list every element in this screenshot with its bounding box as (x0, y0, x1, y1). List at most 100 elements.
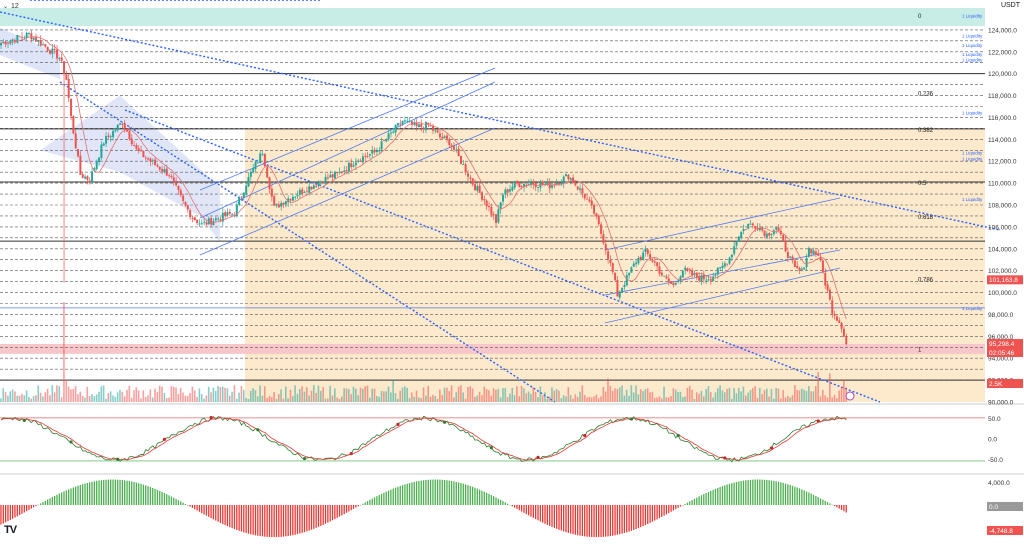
candle-body (182, 195, 185, 201)
candle-body (298, 189, 301, 195)
price-axis-label: 122,000.0 (988, 49, 1017, 56)
interval-selector[interactable]: ⌄ 12 (0, 0, 19, 12)
candle-body (686, 268, 689, 271)
oscillator-k-line (0, 415, 847, 463)
candle-body (130, 138, 133, 145)
oscillator-cross-dot (769, 446, 774, 450)
volume-bar (541, 395, 544, 402)
candle-body (380, 141, 383, 150)
histogram-bar (7, 505, 9, 522)
volume-bar (98, 391, 100, 402)
tradingview-logo-icon[interactable]: TV (4, 524, 17, 536)
histogram-bar (777, 481, 780, 505)
volume-bar (658, 396, 661, 402)
volume-layer (0, 302, 847, 402)
candle-body (179, 190, 182, 196)
liquidity-label: 1 Liquidity (962, 43, 983, 48)
histogram-bar (373, 497, 376, 505)
histogram-bar (268, 505, 271, 538)
price-axis-label: 112,000.0 (988, 159, 1017, 166)
candle-body (114, 129, 117, 131)
candle-body (651, 259, 654, 262)
candle-body (268, 177, 271, 190)
candle-body (537, 187, 540, 188)
histogram-bar (189, 505, 191, 507)
candle-body (32, 37, 35, 40)
histogram-bar (362, 503, 364, 505)
volume-bar (380, 390, 383, 402)
volume-bar (49, 395, 51, 402)
volume-bar (205, 395, 208, 402)
volume-bar (399, 390, 401, 402)
volume-bar (291, 396, 294, 402)
histogram-bar (322, 505, 324, 525)
candle-body (333, 171, 336, 179)
oscillator-cross-dot (116, 457, 120, 461)
candle-body (464, 164, 467, 173)
volume-bar (754, 386, 756, 402)
candle-body (280, 203, 283, 207)
volume-bar (128, 385, 131, 402)
volume-bar (532, 387, 535, 402)
candle-body (845, 337, 848, 345)
volume-bar (450, 385, 453, 402)
oscillator-cross-dot (256, 428, 260, 432)
interval-value[interactable]: 12 (11, 2, 19, 10)
candle-body (30, 33, 33, 40)
histogram-bar (301, 505, 303, 533)
histogram-bar (805, 491, 808, 505)
volume-bar (502, 388, 504, 402)
histogram-bar (147, 486, 149, 505)
histogram-bar (600, 505, 602, 538)
candle-body (375, 150, 378, 153)
oscillator-cross-dot (489, 446, 493, 450)
volume-bar (44, 392, 47, 402)
volume-bar (415, 390, 418, 402)
histogram-bar (224, 505, 226, 526)
histogram-bar (556, 505, 558, 529)
candle-body (665, 276, 668, 279)
histogram-bar (89, 482, 91, 505)
candle-body (385, 139, 388, 142)
histogram-bar (212, 505, 215, 520)
candle-body (455, 149, 458, 151)
volume-bar (305, 387, 308, 402)
oscillator-cross-dot (629, 417, 634, 421)
candle-body (434, 130, 437, 132)
histogram-bar (609, 505, 612, 537)
candle-body (291, 196, 294, 201)
volume-bar (121, 391, 124, 402)
volume-bar (154, 388, 156, 402)
histogram-bar (735, 482, 738, 505)
volume-bar (520, 385, 523, 402)
histogram-bar (68, 489, 70, 505)
volume-bar (198, 388, 201, 402)
oscillator-cross-dot (162, 437, 167, 441)
oscillator-cross-dot (583, 434, 587, 438)
histogram-bar (11, 505, 14, 519)
histogram-bar (436, 479, 439, 505)
histogram-bar (422, 480, 425, 505)
volume-bar (534, 391, 537, 402)
candle-body (137, 148, 140, 151)
volume-bar (791, 395, 794, 402)
fib-zone (245, 128, 985, 403)
candle-body (37, 40, 40, 42)
volume-bar (607, 378, 609, 402)
chevron-down-icon[interactable]: ⌄ (3, 3, 9, 10)
candle-body (81, 174, 84, 178)
volume-bar (824, 395, 826, 402)
candle-body (196, 219, 199, 224)
candle-body (754, 226, 757, 229)
volume-bar (263, 386, 266, 402)
candle-body (53, 49, 56, 51)
histogram-bar (310, 505, 313, 530)
volume-bar (359, 387, 362, 402)
histogram-bar (313, 505, 315, 529)
histogram-bar (798, 488, 801, 505)
currency-label[interactable]: USDT (1000, 2, 1020, 9)
oscillator-cross-dot (69, 440, 73, 444)
candle-body (499, 202, 502, 210)
